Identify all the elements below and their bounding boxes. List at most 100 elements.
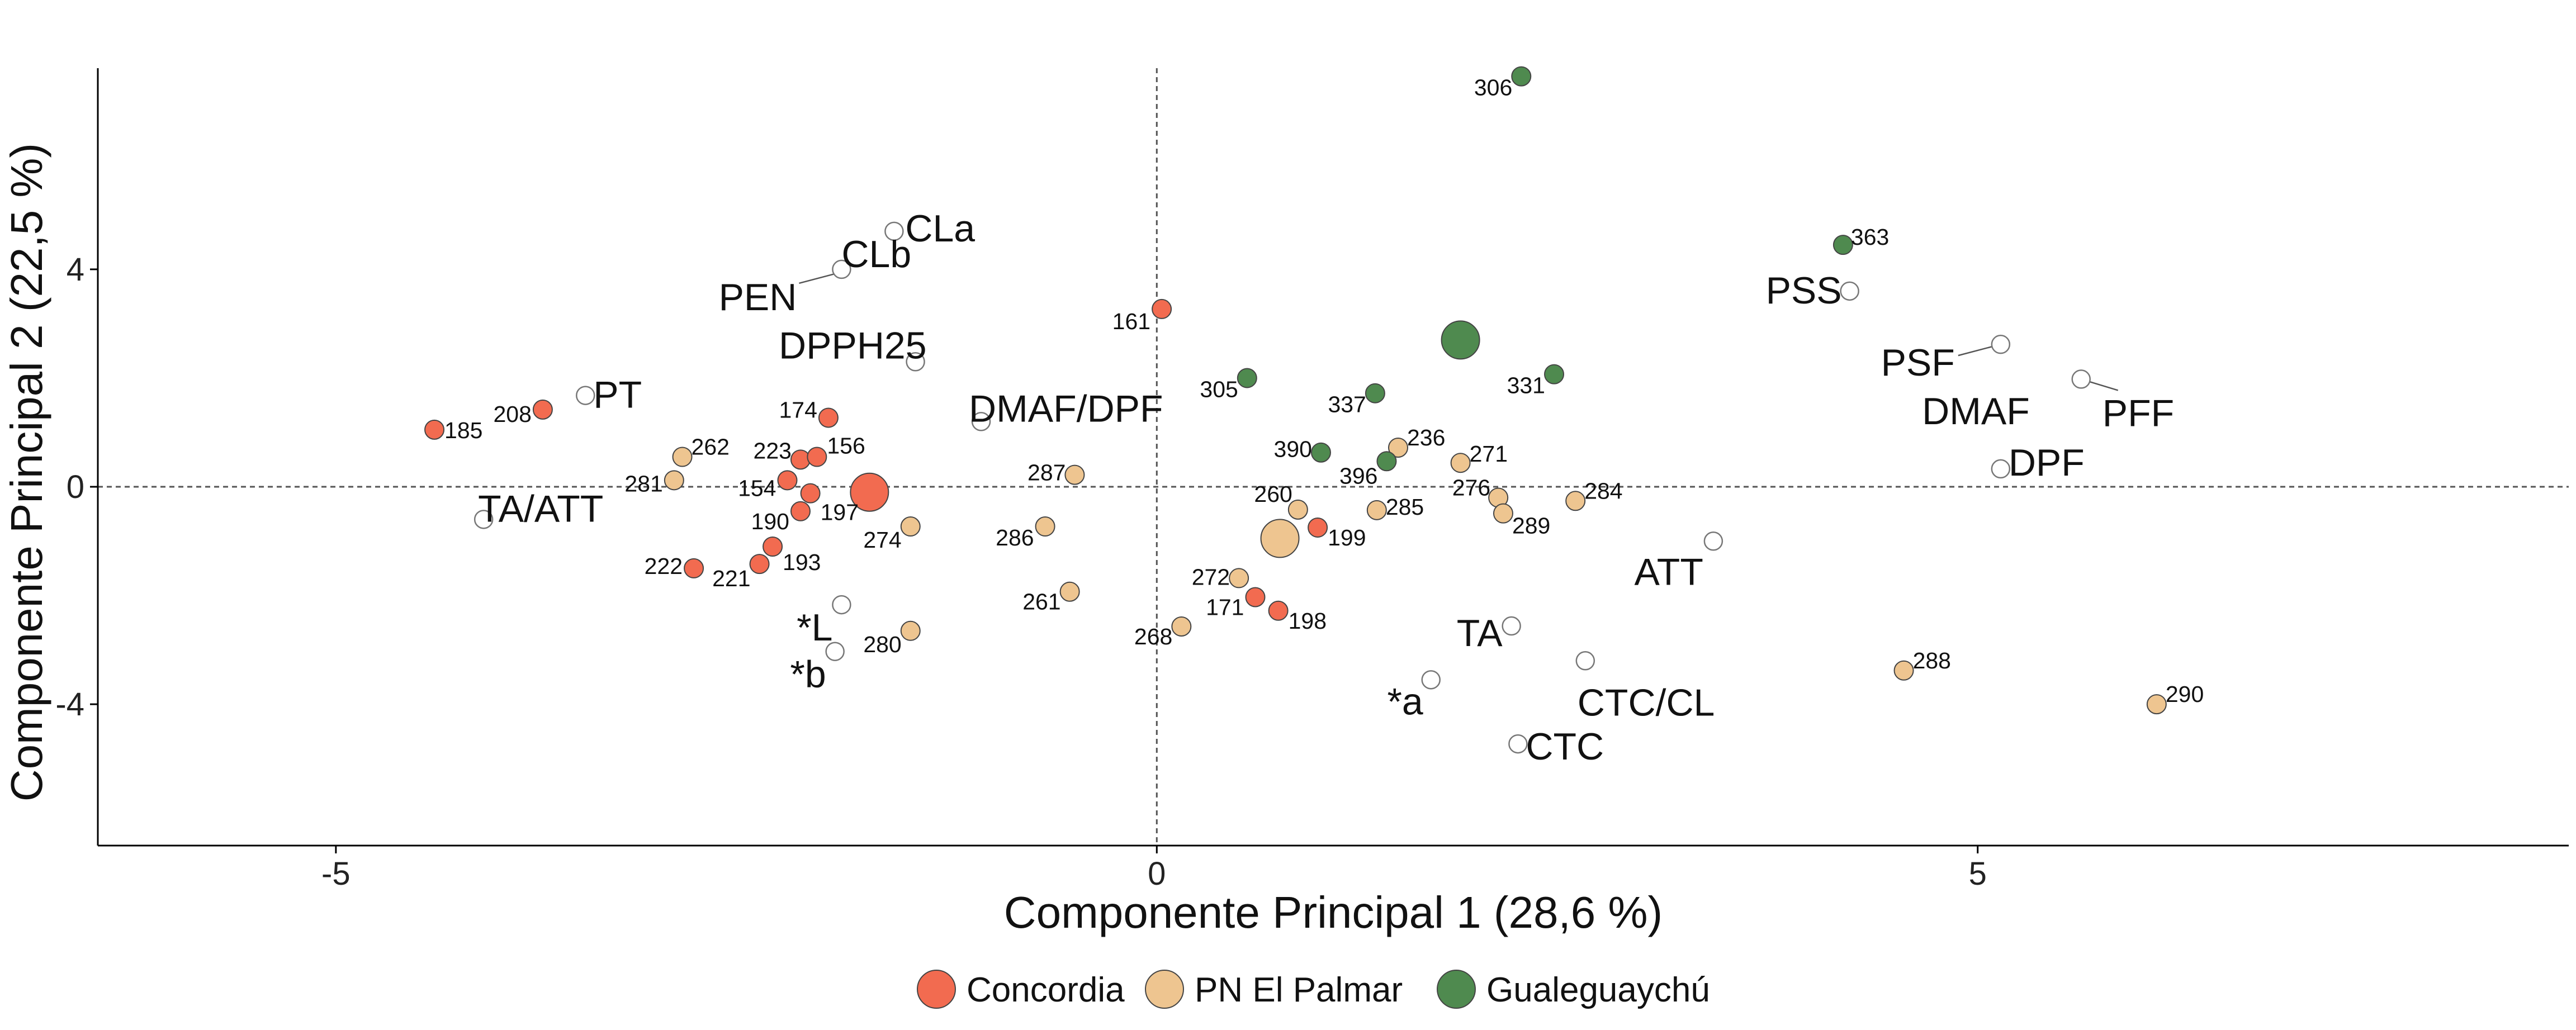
site-point: [1511, 66, 1532, 87]
variable-label: CTC: [1526, 725, 1604, 768]
site-point: [800, 483, 821, 504]
variable-label: PT: [593, 374, 642, 416]
y-tick-label: 0: [67, 469, 84, 505]
site-label: 161: [1112, 308, 1150, 334]
site-label: 290: [2166, 681, 2204, 707]
site-point: [1268, 600, 1289, 621]
site-label: 156: [827, 433, 865, 459]
variable-label: PFF: [2103, 392, 2174, 434]
site-point: [1832, 235, 1853, 255]
variable-label: DPF: [2009, 442, 2085, 484]
site-label: 281: [624, 471, 662, 496]
site-label: 363: [1851, 224, 1889, 250]
variable-point: [1421, 670, 1441, 690]
variable-point: [473, 510, 494, 529]
site-point: [1544, 364, 1565, 385]
x-tick-label: 5: [1969, 856, 1987, 892]
site-point: [1450, 453, 1471, 473]
site-label: 286: [996, 525, 1034, 550]
site-label: 331: [1507, 373, 1545, 398]
site-point: [1287, 499, 1308, 520]
x-tick-label: 0: [1148, 856, 1166, 892]
axes: [97, 68, 2569, 847]
site-label: 268: [1134, 624, 1172, 649]
site-point: [749, 554, 770, 575]
site-point: [1237, 368, 1257, 388]
site-point: [790, 449, 811, 470]
site-point: [1064, 464, 1085, 485]
y-axis-title: Componente Principal 2 (22,5 %): [2, 143, 51, 801]
site-label: 221: [712, 566, 750, 591]
site-label: 390: [1274, 436, 1312, 462]
ticks: -5 0 5 -4 0 4: [55, 251, 1986, 892]
site-label: 261: [1022, 589, 1060, 615]
site-point: [1388, 437, 1409, 458]
site-label: 197: [821, 500, 859, 525]
variable-point: [906, 352, 925, 372]
group-centroid: [1260, 519, 1300, 558]
variable-point: [576, 386, 595, 405]
site-point: [2146, 694, 2167, 715]
variable-point: [884, 221, 904, 241]
site-label: 260: [1254, 481, 1292, 507]
variable-point: [2071, 369, 2091, 389]
site-label: 288: [1913, 648, 1951, 673]
site-label: 171: [1206, 594, 1244, 620]
site-point: [1310, 442, 1331, 463]
variable-label: PSS: [1766, 269, 1842, 312]
site-label: 271: [1470, 441, 1508, 467]
variable-point: [971, 412, 991, 431]
site-label: 285: [1386, 494, 1424, 520]
site-point: [763, 537, 783, 557]
site-label: 222: [645, 553, 683, 579]
x-axis-title: Componente Principal 1 (28,6 %): [1004, 887, 1663, 937]
variable-point: [1575, 651, 1595, 671]
site-point: [1376, 451, 1397, 472]
site-label: 287: [1027, 460, 1066, 486]
group-centroids: [850, 320, 1480, 558]
site-label: 305: [1200, 376, 1238, 402]
site-point: [1035, 516, 1055, 537]
variable-label: CLa: [905, 207, 975, 250]
variable-point: [1840, 281, 1859, 301]
variable-point: [1703, 531, 1723, 551]
legend-key: [1437, 970, 1476, 1009]
site-point: [777, 470, 798, 491]
group-centroid: [1441, 320, 1480, 360]
site-label: 154: [738, 475, 776, 501]
variable-label: PEN: [719, 276, 797, 319]
variable-label: DMAF/DPF: [969, 387, 1163, 430]
variable-label: TA/ATT: [478, 487, 603, 530]
variable-label: ATT: [1634, 550, 1703, 593]
reference-lines: [98, 68, 2569, 846]
variable-point: [1991, 334, 2011, 354]
site-point: [532, 399, 553, 420]
site-label: 276: [1452, 474, 1490, 500]
variable-point: [1991, 459, 2011, 479]
legend: Concordia PN El Palmar Gualeguaychú: [917, 970, 1710, 1009]
legend-label: Concordia: [967, 971, 1125, 1009]
site-point: [1893, 660, 1914, 681]
x-tick-label: -5: [321, 856, 351, 892]
site-label: 190: [751, 509, 789, 534]
variable-label: *a: [1387, 680, 1423, 723]
variable-label: PSF: [1881, 341, 1955, 384]
variable-label: *b: [790, 653, 826, 696]
y-tick-label: -4: [55, 686, 84, 723]
site-point: [807, 447, 827, 467]
site-point: [1493, 503, 1513, 524]
legend-label: Gualeguaychú: [1486, 971, 1710, 1009]
site-point: [1245, 587, 1266, 607]
variable-point: [825, 642, 845, 661]
site-point: [1366, 500, 1387, 520]
site-points: [424, 66, 2167, 715]
site-point: [790, 501, 811, 521]
variable-point: [1508, 734, 1528, 754]
variable-label: TA: [1457, 612, 1503, 654]
site-point: [1565, 491, 1586, 511]
site-label: 208: [493, 401, 531, 427]
site-point: [1365, 383, 1385, 404]
site-point: [672, 447, 693, 467]
legend-label: PN El Palmar: [1195, 971, 1403, 1009]
